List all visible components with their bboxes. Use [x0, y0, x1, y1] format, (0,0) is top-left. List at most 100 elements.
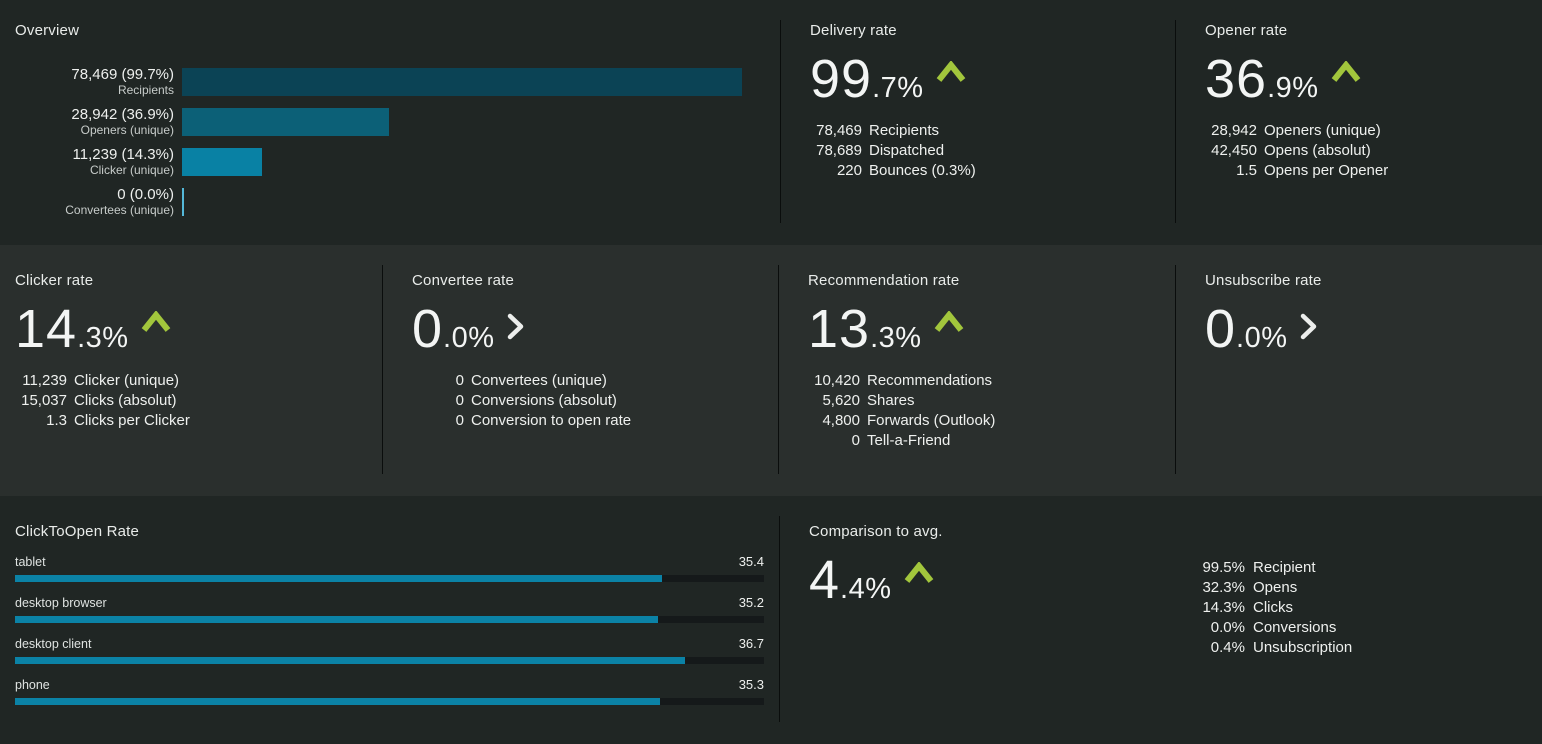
overview-row-openers: 28,942 (36.9%) Openers (unique): [15, 106, 744, 138]
detail-label: Opens (absolut): [1264, 142, 1371, 159]
panel-unsubscribe-rate: Unsubscribe rate 0.0%: [1175, 245, 1542, 496]
panel-title: Delivery rate: [810, 22, 897, 39]
cto-row-head: desktop browser 35.2: [15, 595, 764, 610]
trend-up-icon: [141, 310, 171, 338]
cto-value: 36.7: [738, 636, 764, 651]
cto-row-head: desktop client 36.7: [15, 636, 764, 651]
cto-category: phone: [15, 678, 50, 692]
detail-num: 11,239: [22, 372, 67, 389]
detail-label: Opens per Opener: [1264, 162, 1389, 179]
trend-neutral-icon: [1300, 313, 1317, 345]
kpi-value: 99.7%: [810, 52, 1160, 106]
stat-num: 0.4%: [1210, 639, 1245, 656]
cto-value: 35.4: [738, 554, 764, 569]
cto-bar-track: [15, 616, 764, 623]
overview-row-label: 28,942 (36.9%) Openers (unique): [15, 106, 182, 138]
overview-row-name: Convertees (unique): [65, 203, 174, 217]
kpi-details: 11,239 Clicker (unique) 15,037 Clicks (abs…: [15, 371, 367, 431]
overview-bar: [182, 68, 743, 96]
stat-label: Clicks: [1253, 599, 1293, 616]
trend-up-icon: [1331, 60, 1361, 88]
cto-row-head: phone 35.3: [15, 677, 764, 692]
kpi-int: 4: [809, 550, 841, 610]
panel-title: Convertee rate: [412, 272, 515, 289]
panel-recommendation-rate: Recommendation rate 13.3% 10,420 Recommen…: [778, 245, 1175, 496]
detail-num: 0: [851, 432, 860, 449]
stat-num: 32.3%: [1202, 579, 1245, 596]
kpi-value: 4.4%: [809, 553, 1527, 607]
cto-bar-track: [15, 657, 764, 664]
kpi-value: 36.9%: [1205, 52, 1527, 106]
overview-row-value: 28,942 (36.9%): [71, 106, 174, 123]
detail-num: 78,469: [816, 122, 862, 139]
panel-convertee-rate: Convertee rate 0.0% 0 Convertees (unique)…: [382, 245, 778, 496]
kpi-frac: .4%: [840, 573, 892, 605]
detail-num: 28,942: [1211, 122, 1257, 139]
overview-row-value: 78,469 (99.7%): [71, 66, 174, 83]
kpi-value: 13.3%: [808, 302, 1160, 356]
cto-value: 35.2: [738, 595, 764, 610]
kpi-frac: .9%: [1267, 72, 1319, 104]
overview-bar-track: [182, 68, 744, 96]
detail-num: 1.5: [1236, 162, 1257, 179]
row-top: Overview 78,469 (99.7%) Recipients 28,94…: [0, 0, 1542, 245]
detail-num: 0: [455, 392, 464, 409]
kpi-frac: .3%: [77, 322, 129, 354]
overview-row-name: Openers (unique): [80, 123, 174, 137]
detail-label: Dispatched: [869, 142, 945, 159]
detail-num: 1.3: [46, 412, 67, 429]
kpi-int: 99: [810, 49, 873, 109]
stat-num: 14.3%: [1202, 599, 1245, 616]
panel-overview: Overview 78,469 (99.7%) Recipients 28,94…: [0, 0, 780, 245]
detail-num: 15,037: [21, 392, 67, 409]
detail-label: Clicker (unique): [74, 372, 180, 389]
overview-row-name: Recipients: [117, 83, 174, 97]
kpi-int: 0: [412, 299, 444, 359]
panel-title: Overview: [15, 22, 80, 39]
stat-label: Recipient: [1253, 559, 1316, 576]
kpi-details: 28,942 Openers (unique) 42,450 Opens (abso…: [1205, 121, 1527, 181]
cto-row-phone: phone 35.3: [15, 677, 764, 705]
detail-label: Conversion to open rate: [471, 412, 632, 429]
detail-label: Tell-a-Friend: [867, 432, 951, 449]
overview-row-name: Clicker (unique): [89, 163, 174, 177]
detail-label: Shares: [867, 392, 915, 409]
detail-label: Clicks (absolut): [74, 392, 177, 409]
detail-num: 42,450: [1211, 142, 1257, 159]
detail-label: Conversions (absolut): [471, 392, 617, 409]
overview-bar-track: [182, 188, 744, 216]
overview-row-label: 11,239 (14.3%) Clicker (unique): [15, 146, 182, 178]
panel-click-to-open: ClickToOpen Rate tablet 35.4 desktop bro…: [0, 496, 779, 744]
panel-title: Opener rate: [1205, 22, 1288, 39]
kpi-value: 0.0%: [1205, 302, 1527, 356]
cto-row-desktop-browser: desktop browser 35.2: [15, 595, 764, 623]
detail-label: Recommendations: [867, 372, 993, 389]
stat-label: Conversions: [1253, 619, 1337, 636]
kpi-frac: .0%: [443, 322, 495, 354]
panel-clicker-rate: Clicker rate 14.3% 11,239 Clicker (unique…: [0, 245, 382, 496]
click-to-open-bar-chart: tablet 35.4 desktop browser 35.2: [15, 554, 764, 705]
cto-bar-track: [15, 698, 764, 705]
kpi-frac: .0%: [1236, 322, 1288, 354]
row-bottom: ClickToOpen Rate tablet 35.4 desktop bro…: [0, 496, 1542, 744]
stat-label: Unsubscription: [1253, 639, 1353, 656]
trend-up-icon: [934, 310, 964, 338]
stat-num: 99.5%: [1202, 559, 1245, 576]
detail-num: 4,800: [822, 412, 860, 429]
overview-bar: [182, 148, 263, 176]
kpi-details: 78,469 Recipients 78,689 Dispatched 220 Bou…: [810, 121, 1160, 181]
overview-row-value: 11,239 (14.3%): [72, 146, 174, 163]
row-middle: Clicker rate 14.3% 11,239 Clicker (unique…: [0, 245, 1542, 496]
overview-bar-chart: 78,469 (99.7%) Recipients 28,942 (36.9%)…: [15, 66, 744, 217]
kpi-int: 36: [1205, 49, 1268, 109]
overview-zero-marker: [182, 188, 184, 216]
detail-num: 220: [836, 162, 862, 179]
trend-up-icon: [904, 561, 934, 589]
overview-row-recipients: 78,469 (99.7%) Recipients: [15, 66, 744, 97]
detail-label: Recipients: [869, 122, 940, 139]
kpi-details: 0 Convertees (unique) 0 Conversions (absol…: [412, 371, 763, 431]
detail-label: Forwards (Outlook): [867, 412, 996, 429]
detail-num: 0: [455, 372, 464, 389]
overview-row-convertees: 0 (0.0%) Convertees (unique): [15, 187, 744, 217]
trend-neutral-icon: [507, 313, 524, 345]
